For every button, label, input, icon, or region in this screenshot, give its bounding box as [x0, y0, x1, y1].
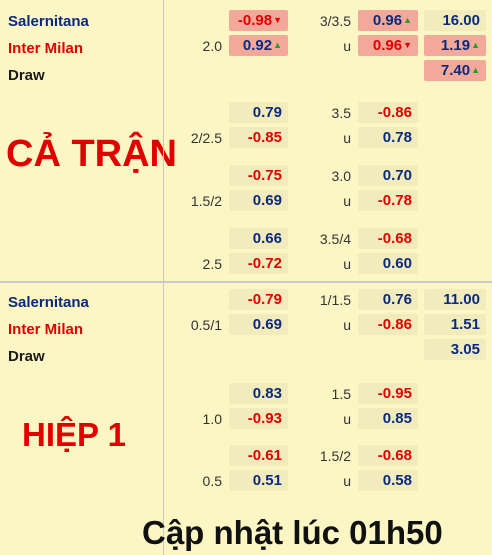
under-odds[interactable]: 0.96▼	[358, 35, 418, 56]
home-team-name: Salernitana	[8, 294, 89, 311]
alt-handicap-line: 1.5/2	[190, 193, 222, 209]
alt-handicap-bottom-odds[interactable]: -0.93	[229, 408, 288, 429]
arrow-down-icon: ▼	[273, 15, 282, 25]
alt-over-odds[interactable]: -0.86	[358, 102, 418, 123]
x12-home-odds[interactable]: 11.00	[424, 289, 486, 310]
alt-handicap-line: 0.5	[202, 473, 222, 489]
alt-under-odds[interactable]: 0.60	[358, 253, 418, 274]
over-odds[interactable]: 0.96▲	[358, 10, 418, 31]
alt-over-odds[interactable]: -0.68	[358, 445, 418, 466]
alt-handicap-top-odds[interactable]: 0.79	[229, 102, 288, 123]
section-divider	[0, 281, 492, 283]
alt-under-label: u	[343, 130, 351, 146]
column-divider	[163, 283, 164, 555]
alt-under-label: u	[343, 411, 351, 427]
away-team-name: Inter Milan	[8, 40, 84, 57]
alt-under-odds[interactable]: 0.78	[358, 127, 418, 148]
alt-under-label: u	[343, 473, 351, 489]
alt-under-label: u	[343, 256, 351, 272]
home-team-name: Salernitana	[8, 13, 89, 30]
handicap-home-odds[interactable]: -0.79	[229, 289, 288, 310]
alt-over-under-line: 3.5	[331, 105, 351, 121]
x12-draw-odds[interactable]: 7.40▲	[424, 60, 486, 81]
arrow-down-icon: ▼	[403, 40, 412, 50]
update-time-caption: Cập nhật lúc 01h50	[142, 514, 443, 551]
alt-over-under-line: 3.5/4	[319, 231, 351, 247]
alt-handicap-line: 1.0	[202, 411, 222, 427]
full-match-label: CẢ TRẬN	[6, 133, 177, 175]
alt-over-under-line: 1.5	[331, 386, 351, 402]
handicap-line: 2.0	[202, 38, 222, 54]
x12-away-odds[interactable]: 1.51	[424, 314, 486, 335]
under-label: u	[343, 317, 351, 333]
alt-handicap-top-odds[interactable]: 0.66	[229, 228, 288, 249]
alt-over-under-line: 1.5/2	[319, 448, 351, 464]
alt-handicap-top-odds[interactable]: 0.83	[229, 383, 288, 404]
x12-draw-odds[interactable]: 3.05	[424, 339, 486, 360]
alt-handicap-bottom-odds[interactable]: -0.72	[229, 253, 288, 274]
alt-under-label: u	[343, 193, 351, 209]
column-divider	[163, 0, 164, 281]
handicap-line: 0.5/1	[190, 317, 222, 333]
under-odds[interactable]: -0.86	[358, 314, 418, 335]
alt-over-odds[interactable]: 0.70	[358, 165, 418, 186]
odds-value: 1.19	[440, 37, 471, 54]
alt-over-under-line: 3.0	[331, 168, 351, 184]
over-under-line: 1/1.5	[319, 292, 351, 308]
handicap-home-odds[interactable]: -0.98▼	[229, 10, 288, 31]
odds-value: 0.92	[242, 37, 273, 54]
away-team-name: Inter Milan	[8, 321, 84, 338]
arrow-up-icon: ▲	[471, 65, 480, 75]
over-odds[interactable]: 0.76	[358, 289, 418, 310]
alt-under-odds[interactable]: -0.78	[358, 190, 418, 211]
over-under-line: 3/3.5	[319, 13, 351, 29]
odds-value: -0.98	[237, 12, 273, 29]
handicap-away-odds[interactable]: 0.92▲	[229, 35, 288, 56]
odds-value: 0.96	[372, 37, 403, 54]
handicap-away-odds[interactable]: 0.69	[229, 314, 288, 335]
alt-under-odds[interactable]: 0.85	[358, 408, 418, 429]
alt-under-odds[interactable]: 0.58	[358, 470, 418, 491]
alt-handicap-bottom-odds[interactable]: -0.85	[229, 127, 288, 148]
first-half-label: HIỆP 1	[22, 416, 126, 453]
under-label: u	[343, 38, 351, 54]
alt-handicap-line: 2.5	[202, 256, 222, 272]
arrow-up-icon: ▲	[273, 40, 282, 50]
alt-over-odds[interactable]: -0.95	[358, 383, 418, 404]
alt-handicap-top-odds[interactable]: -0.61	[229, 445, 288, 466]
alt-handicap-top-odds[interactable]: -0.75	[229, 165, 288, 186]
odds-value: 7.40	[440, 62, 471, 79]
draw-label: Draw	[8, 67, 45, 84]
odds-value: 0.96	[372, 12, 403, 29]
first-half-section: Salernitana Inter Milan Draw HIỆP 1 -0.7…	[0, 283, 492, 555]
x12-away-odds[interactable]: 1.19▲	[424, 35, 486, 56]
alt-handicap-bottom-odds[interactable]: 0.69	[229, 190, 288, 211]
alt-handicap-line: 2/2.5	[190, 130, 222, 146]
arrow-up-icon: ▲	[403, 15, 412, 25]
draw-label: Draw	[8, 348, 45, 365]
x12-home-odds[interactable]: 16.00	[424, 10, 486, 31]
alt-handicap-bottom-odds[interactable]: 0.51	[229, 470, 288, 491]
alt-over-odds[interactable]: -0.68	[358, 228, 418, 249]
arrow-up-icon: ▲	[471, 40, 480, 50]
full-match-section: Salernitana Inter Milan Draw CẢ TRẬN -0.…	[6, 0, 486, 281]
